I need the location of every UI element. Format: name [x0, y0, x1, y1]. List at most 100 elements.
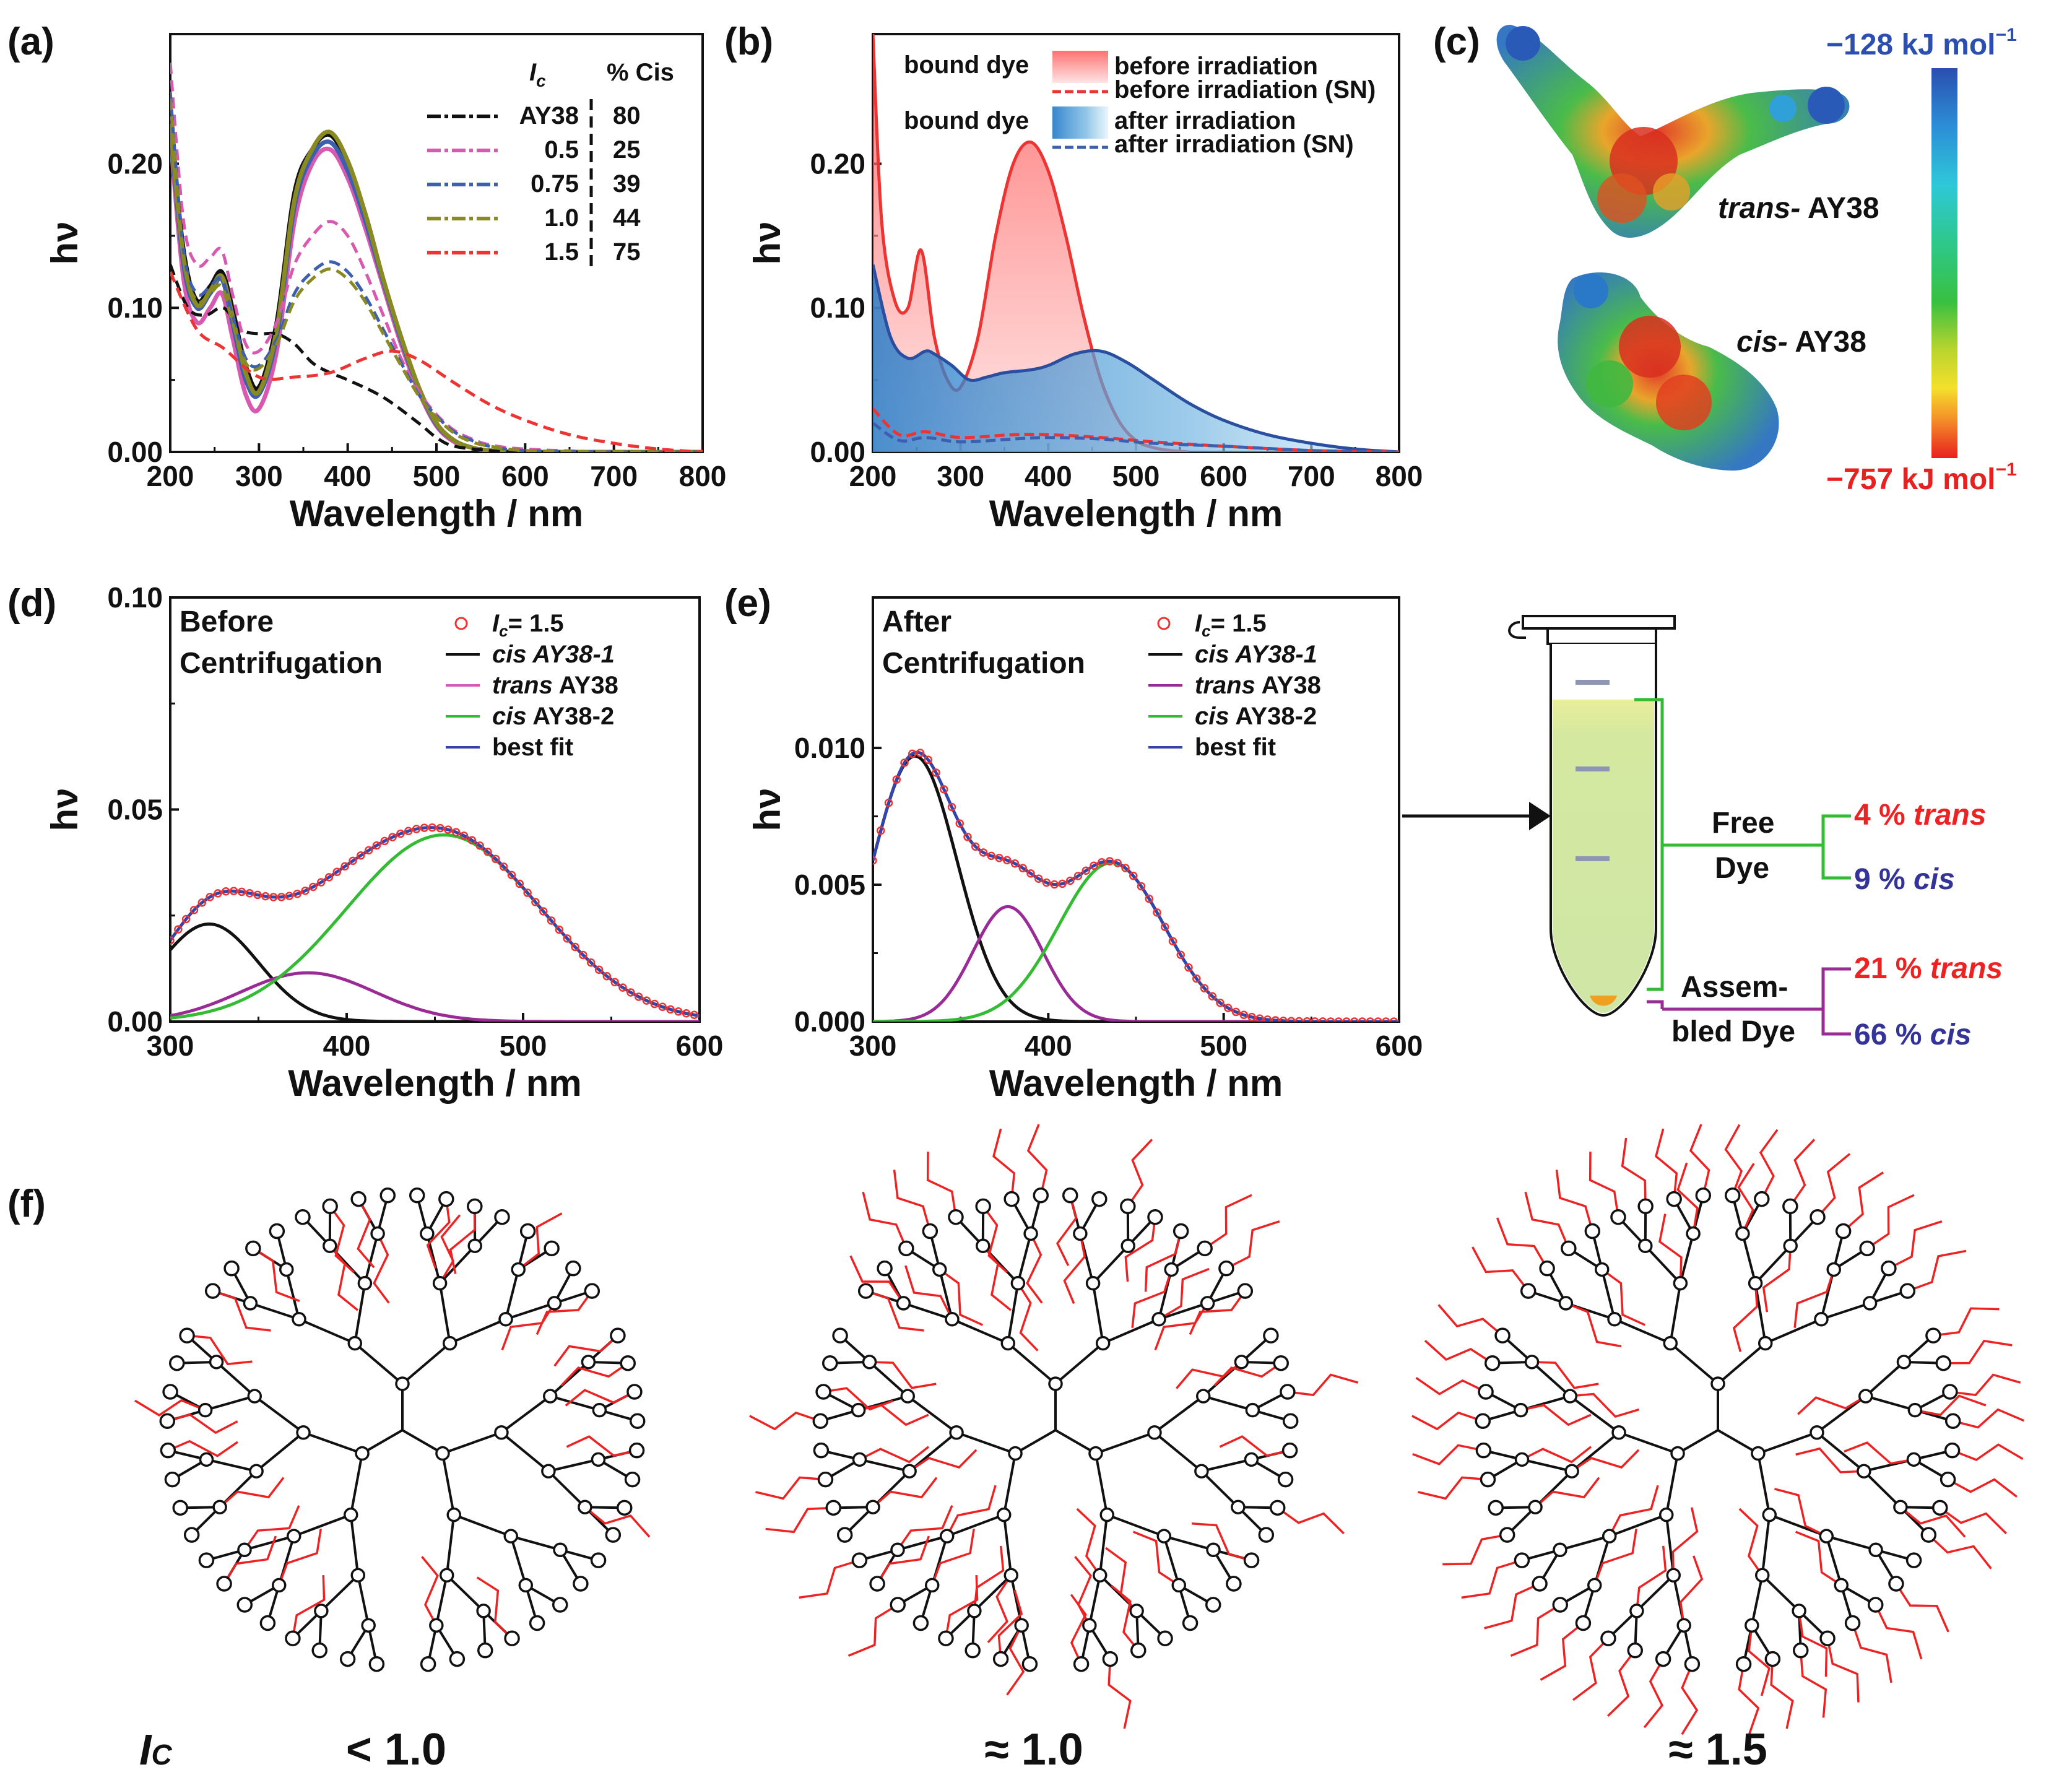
free-cis-percent: 9 % cis	[1854, 863, 1955, 896]
node	[1810, 1425, 1824, 1440]
node	[1676, 1618, 1691, 1633]
node	[1595, 1262, 1610, 1277]
dye-molecule	[1724, 1124, 1743, 1196]
dendrimer-caption-2: ≈ 1.0	[984, 1725, 1083, 1774]
dendrimer-caption-3: ≈ 1.5	[1668, 1725, 1767, 1774]
dye-molecule	[997, 1589, 1023, 1659]
dye-molecule	[1226, 1220, 1280, 1270]
dye-molecule	[501, 1302, 556, 1351]
dye-molecule	[1124, 1217, 1156, 1282]
dye-molecule	[1888, 1220, 1943, 1270]
dye-molecule	[945, 1575, 979, 1639]
legend-swatch-0	[1052, 51, 1108, 83]
node	[249, 1464, 264, 1478]
node	[1218, 1260, 1234, 1277]
data-point	[1224, 1004, 1233, 1012]
data-point	[908, 749, 917, 758]
node	[467, 1198, 483, 1215]
node	[361, 1618, 376, 1633]
data-point	[170, 936, 175, 945]
branch	[1669, 1283, 1682, 1344]
data-point	[1073, 872, 1083, 880]
colorbar	[1931, 68, 1957, 458]
branch	[1531, 1361, 1571, 1397]
node	[1528, 1500, 1543, 1514]
node	[992, 1651, 1009, 1667]
node	[975, 1198, 991, 1215]
node	[1859, 1240, 1875, 1257]
series-line-7	[170, 98, 703, 452]
node	[477, 1642, 493, 1659]
dye-molecule	[1572, 1638, 1610, 1701]
node	[591, 1452, 606, 1467]
data-point	[1208, 992, 1216, 1001]
node	[1745, 1618, 1759, 1633]
data-point	[507, 870, 516, 880]
node	[948, 1209, 964, 1225]
node	[1244, 1452, 1259, 1467]
node	[945, 1311, 960, 1327]
dye-molecule	[893, 1170, 932, 1232]
dye-molecule	[1826, 1638, 1860, 1703]
legend-label-italic: cis	[1195, 703, 1229, 730]
node	[836, 1527, 853, 1543]
data-point	[1184, 963, 1193, 972]
dye-molecule	[518, 1212, 563, 1270]
node	[1245, 1402, 1260, 1418]
node	[547, 1296, 562, 1311]
dye-molecule	[1534, 1477, 1600, 1508]
dye-molecule	[1158, 1267, 1210, 1321]
dye-molecule	[1213, 1362, 1282, 1387]
asm-trans-percent: 21 % trans	[1854, 952, 2003, 985]
data-point	[987, 851, 995, 861]
dye-molecule	[219, 1477, 285, 1508]
branch	[353, 1283, 366, 1344]
node	[1062, 1187, 1078, 1204]
branch	[1054, 1342, 1104, 1385]
node	[1944, 1413, 1961, 1429]
node	[183, 1527, 200, 1543]
y-axis-label: hν	[44, 788, 85, 831]
node	[168, 1355, 185, 1371]
node	[1151, 1311, 1166, 1327]
branch	[1015, 1429, 1057, 1455]
node	[1157, 1630, 1173, 1646]
dye-molecule	[278, 1528, 322, 1586]
node	[1088, 1446, 1103, 1461]
dye-molecule	[1424, 1339, 1493, 1365]
branch	[505, 1301, 555, 1321]
node	[1478, 1384, 1494, 1400]
dye-molecule	[1789, 1139, 1816, 1207]
dye-molecule	[1689, 1124, 1710, 1196]
node	[1513, 1402, 1528, 1418]
branch	[1825, 1535, 1843, 1586]
node	[467, 1238, 482, 1253]
annotation-line-2: Centrifugation	[882, 647, 1085, 680]
node	[1834, 1578, 1849, 1593]
dye-molecule	[876, 1535, 930, 1584]
dye-molecule	[1643, 1658, 1665, 1729]
node	[1010, 1275, 1026, 1291]
dye-molecule	[1928, 1534, 1992, 1569]
dye-molecule	[1738, 1508, 1764, 1576]
series-area-1	[873, 264, 1399, 452]
assembled-dye-label-1: Assem-	[1681, 971, 1788, 1004]
branch	[438, 1283, 451, 1344]
dye-molecule	[982, 1245, 1012, 1311]
node	[1475, 1413, 1491, 1429]
node	[314, 1604, 329, 1618]
node	[296, 1425, 311, 1440]
node	[1563, 1389, 1578, 1404]
node	[624, 1471, 641, 1488]
data-point	[873, 856, 877, 865]
node	[1783, 1238, 1798, 1253]
dye-molecule	[1621, 1137, 1647, 1207]
data-point	[1090, 861, 1098, 870]
node	[355, 1446, 370, 1461]
y-tick-label: 0.05	[107, 794, 163, 826]
node	[1269, 1500, 1286, 1516]
dye-molecule	[1816, 1153, 1851, 1218]
branch	[349, 1453, 364, 1516]
branch	[441, 1453, 456, 1516]
node	[851, 1402, 866, 1418]
